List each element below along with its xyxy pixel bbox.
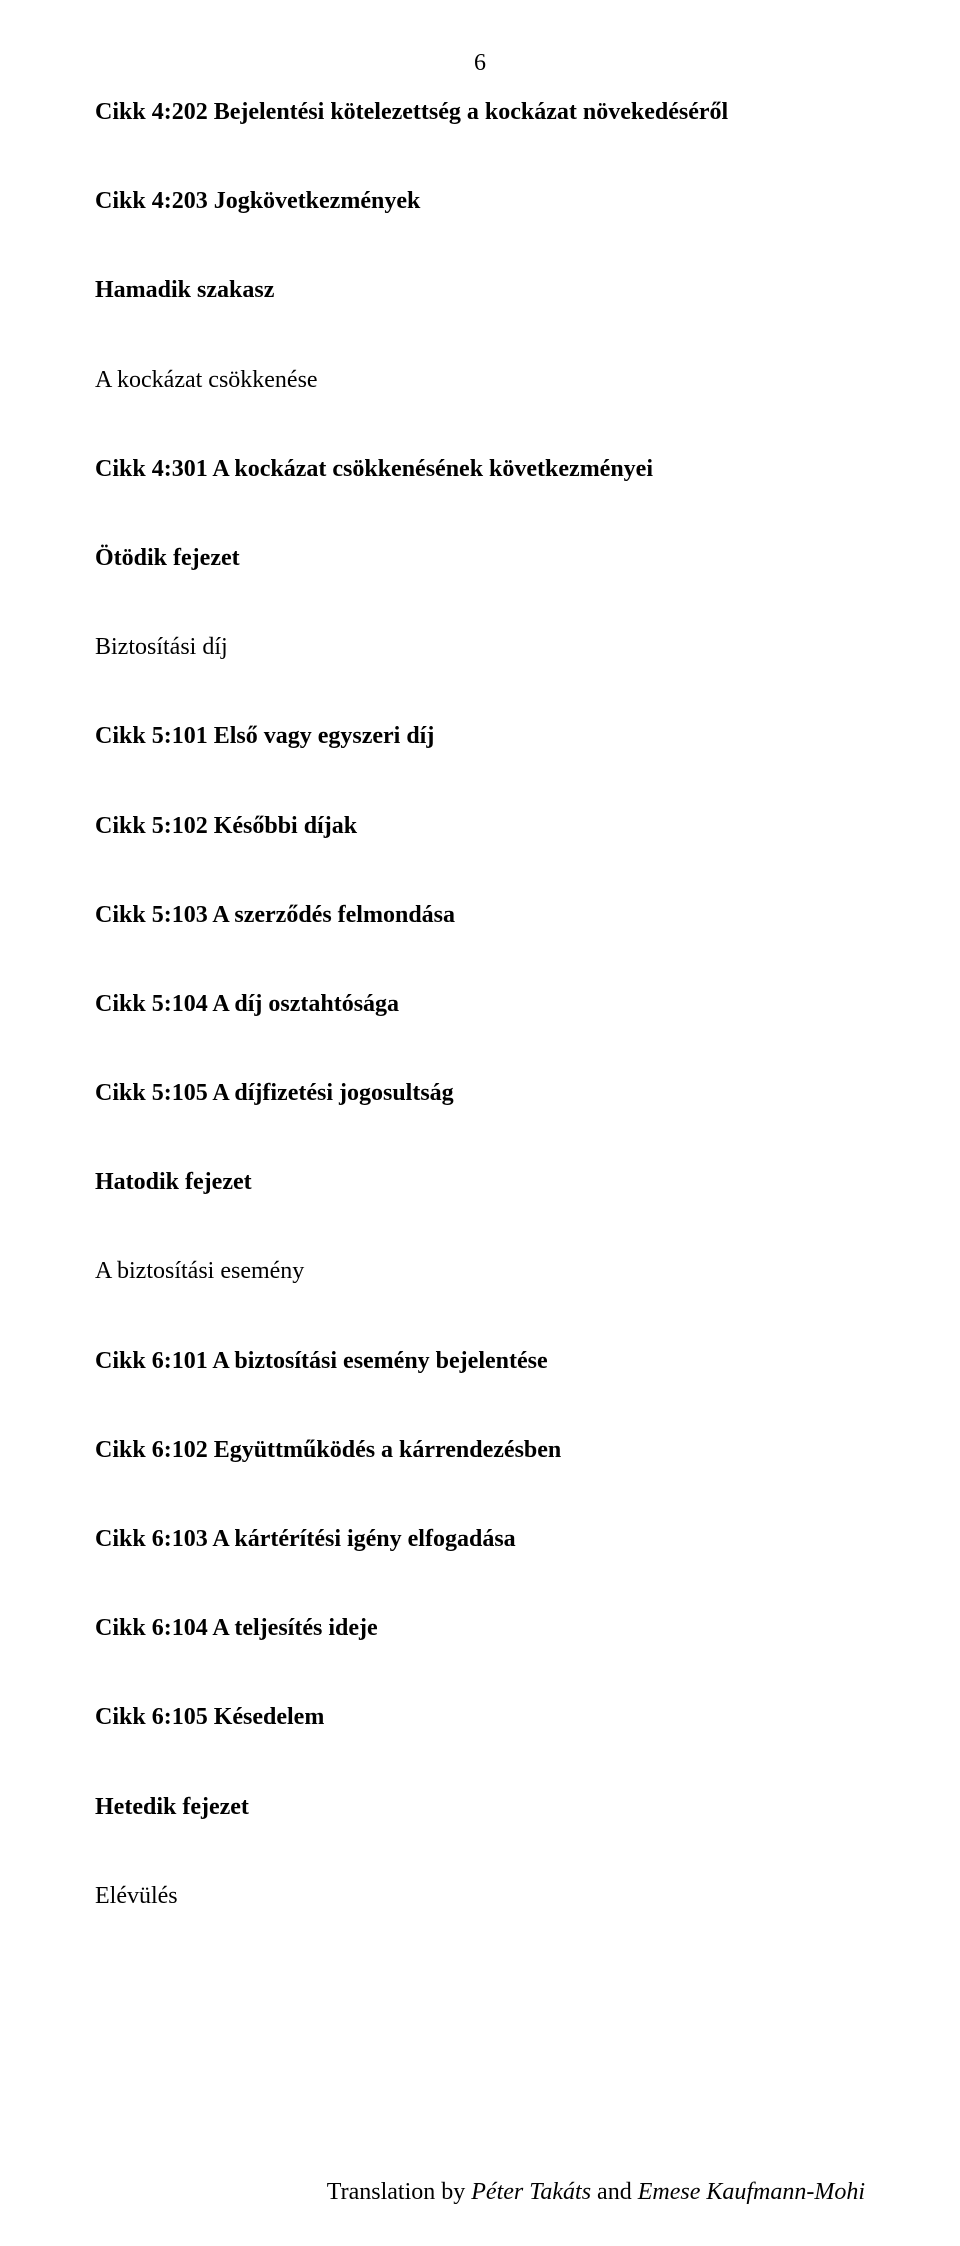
entry-8: Cikk 5:102 Későbbi díjak <box>95 811 865 842</box>
entries-container: Cikk 4:202 Bejelentési kötelezettség a k… <box>95 97 865 1912</box>
footer-middle: and <box>591 2179 638 2205</box>
entry-14: Cikk 6:101 A biztosítási esemény bejelen… <box>95 1346 865 1377</box>
entry-16: Cikk 6:103 A kártérítési igény elfogadás… <box>95 1524 865 1555</box>
entry-2: Hamadik szakasz <box>95 275 865 306</box>
entry-4: Cikk 4:301 A kockázat csökkenésének köve… <box>95 454 865 485</box>
entry-10: Cikk 5:104 A díj osztahtósága <box>95 989 865 1020</box>
entry-17: Cikk 6:104 A teljesítés ideje <box>95 1613 865 1644</box>
footer-name1: Péter Takáts <box>471 2179 591 2205</box>
entry-0: Cikk 4:202 Bejelentési kötelezettség a k… <box>95 97 865 128</box>
entry-5: Ötödik fejezet <box>95 543 865 574</box>
entry-6: Biztosítási díj <box>95 632 865 663</box>
entry-1: Cikk 4:203 Jogkövetkezmények <box>95 186 865 217</box>
page-number: 6 <box>95 50 865 77</box>
footer: Translation by Péter Takáts and Emese Ka… <box>327 2179 865 2206</box>
entry-18: Cikk 6:105 Késedelem <box>95 1702 865 1733</box>
entry-3: A kockázat csökkenése <box>95 365 865 396</box>
entry-9: Cikk 5:103 A szerződés felmondása <box>95 900 865 931</box>
entry-11: Cikk 5:105 A díjfizetési jogosultság <box>95 1078 865 1109</box>
footer-prefix: Translation by <box>327 2179 471 2205</box>
entry-19: Hetedik fejezet <box>95 1792 865 1823</box>
entry-7: Cikk 5:101 Első vagy egyszeri díj <box>95 721 865 752</box>
entry-15: Cikk 6:102 Együttműködés a kárrendezésbe… <box>95 1435 865 1466</box>
entry-12: Hatodik fejezet <box>95 1167 865 1198</box>
entry-13: A biztosítási esemény <box>95 1256 865 1287</box>
entry-20: Elévülés <box>95 1881 865 1912</box>
footer-name2: Emese Kaufmann-Mohi <box>638 2179 865 2205</box>
